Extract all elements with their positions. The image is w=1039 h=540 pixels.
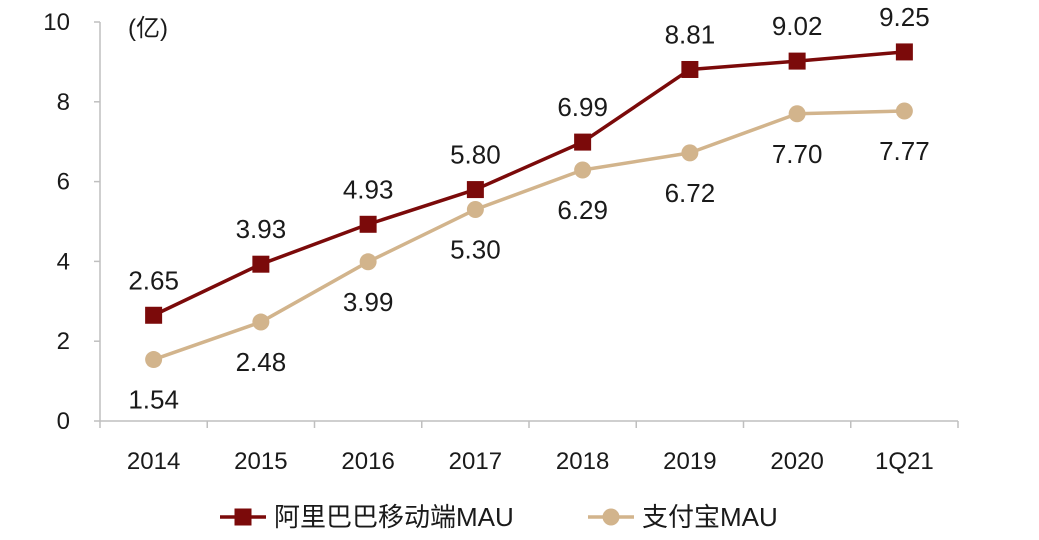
- data-label-1: 2.65: [128, 265, 179, 295]
- series-line-2: [153, 109, 905, 362]
- axes: 0 2 4 6 8 10 2014 2015 2016 2017 2018 2019 2020 1Q21: [43, 9, 959, 475]
- y-tick-label: 8: [57, 89, 70, 116]
- data-labels: 2.65 3.93 4.93 5.80 6.99 8.81 9.02 9.25 1.54 2.48…: [128, 2, 929, 415]
- data-label-2: 6.72: [665, 178, 716, 208]
- data-point-2: [574, 161, 592, 179]
- y-tick-label: 6: [57, 169, 70, 196]
- data-label-1: 6.99: [557, 92, 608, 122]
- x-tick-label: 2017: [449, 448, 502, 475]
- data-point-1: [895, 43, 913, 61]
- data-point-2: [252, 313, 270, 331]
- data-label-1: 9.02: [772, 11, 823, 41]
- series-markers: [145, 43, 913, 369]
- x-tick-label: 2016: [341, 448, 394, 475]
- legend-label-2: 支付宝MAU: [642, 502, 778, 532]
- data-label-2: 7.77: [879, 136, 930, 166]
- y-tick-label: 2: [57, 328, 70, 355]
- data-point-1: [574, 133, 592, 151]
- data-point-2: [466, 201, 484, 219]
- data-label-1: 4.93: [343, 174, 394, 204]
- data-label-1: 3.93: [236, 214, 287, 244]
- legend-label-1: 阿里巴巴移动端MAU: [274, 502, 514, 532]
- data-point-1: [359, 215, 377, 233]
- data-label-2: 6.29: [557, 195, 608, 225]
- data-point-2: [895, 102, 913, 120]
- series-lines: [152, 50, 905, 362]
- y-tick-label: 0: [57, 408, 70, 435]
- x-tick-label: 2020: [770, 448, 823, 475]
- data-point-2: [359, 253, 377, 271]
- legend-marker-2: [602, 508, 620, 526]
- data-point-1: [252, 255, 270, 273]
- data-label-1: 8.81: [665, 19, 716, 49]
- legend: 阿里巴巴移动端MAU 支付宝MAU: [220, 502, 778, 532]
- series-line-1: [152, 50, 905, 317]
- data-point-2: [681, 144, 699, 162]
- data-label-2: 2.48: [236, 347, 287, 377]
- data-label-1: 9.25: [879, 2, 930, 32]
- x-tick-label: 1Q21: [875, 448, 934, 475]
- x-tick-label: 2015: [234, 448, 287, 475]
- data-point-2: [788, 105, 806, 123]
- y-tick-label: 10: [43, 9, 70, 36]
- data-point-1: [681, 60, 699, 78]
- data-label-2: 5.30: [450, 235, 501, 265]
- y-tick-label: 4: [57, 248, 70, 275]
- data-label-1: 5.80: [450, 140, 501, 170]
- data-label-2: 3.99: [343, 287, 394, 317]
- data-point-1: [788, 52, 806, 70]
- data-label-2: 7.70: [772, 139, 823, 169]
- data-point-1: [466, 181, 484, 199]
- x-tick-label: 2019: [663, 448, 716, 475]
- data-label-2: 1.54: [128, 385, 179, 415]
- y-unit-label: (亿): [128, 15, 168, 42]
- x-tick-label: 2018: [556, 448, 609, 475]
- legend-marker-1: [234, 508, 252, 526]
- data-point-1: [145, 306, 163, 324]
- x-tick-label: 2014: [127, 448, 180, 475]
- data-point-2: [145, 351, 163, 369]
